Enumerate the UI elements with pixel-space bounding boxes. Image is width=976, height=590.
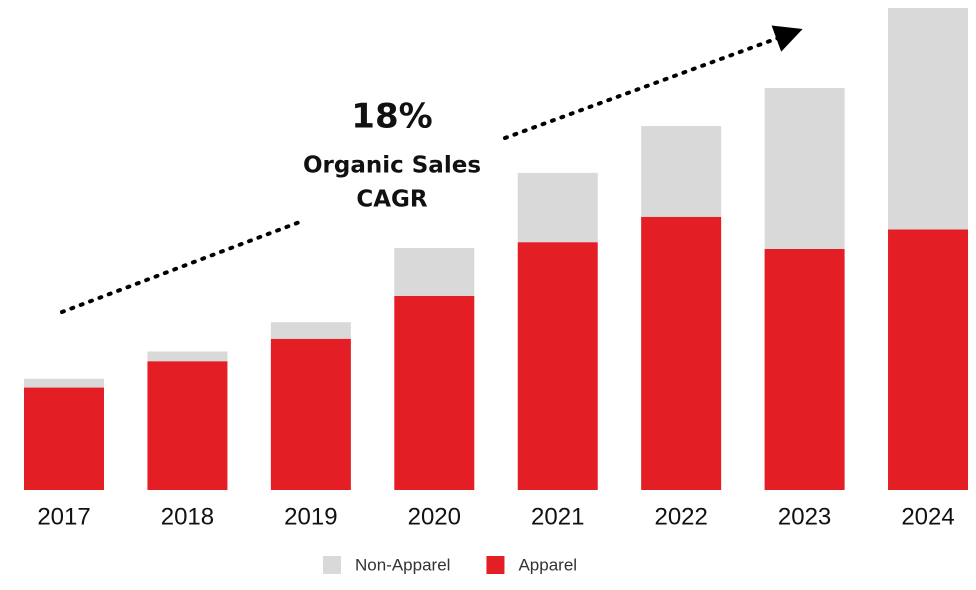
bar-segment: [270, 322, 351, 339]
trend-arrow: [503, 25, 803, 140]
bar-segment: [394, 295, 475, 490]
bar-segment: [764, 249, 845, 490]
legend-swatch: [486, 556, 505, 574]
x-tick-label: 2023: [778, 503, 831, 530]
x-tick-label: 2020: [408, 503, 461, 530]
bar-segment: [641, 126, 722, 217]
bar-segment: [147, 361, 228, 490]
x-tick-label: 2021: [531, 503, 584, 530]
bar-segment: [517, 172, 598, 243]
x-tick-label: 2024: [901, 503, 954, 530]
bar-segment: [888, 229, 969, 490]
bar-segment: [888, 8, 969, 230]
bar-segment: [24, 387, 105, 490]
x-tick-label: 2018: [161, 503, 214, 530]
bar-segment: [764, 88, 845, 250]
x-tick-label: 2017: [37, 503, 90, 530]
x-tick-label: 2019: [284, 503, 337, 530]
legend-label: Apparel: [518, 555, 577, 574]
cagr-label: Organic Sales: [303, 153, 481, 179]
bar-segment: [517, 242, 598, 490]
legend-swatch: [323, 556, 341, 574]
cagr-label: CAGR: [356, 187, 428, 213]
bar-segment: [641, 216, 722, 490]
trend-arrow: [60, 218, 307, 314]
bar-segment: [394, 248, 475, 296]
bar-segment: [147, 351, 228, 362]
cagr-value: 18%: [351, 97, 432, 137]
bar-segment: [270, 338, 351, 490]
legend-label: Non-Apparel: [355, 555, 450, 574]
x-tick-label: 2022: [654, 503, 707, 530]
bar-segment: [24, 378, 105, 388]
